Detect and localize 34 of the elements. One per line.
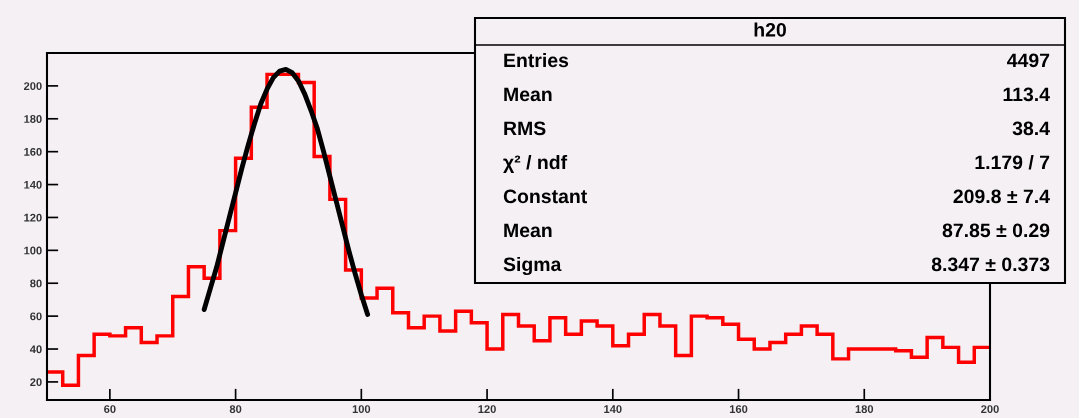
annotation: 1.179 / 7: [975, 154, 1050, 170]
y-tick-label: 60: [30, 312, 42, 321]
annotation: 87.85 ± 0.29: [942, 223, 1050, 238]
annotation: Mean: [504, 87, 552, 102]
y-tick-label: 80: [30, 279, 42, 288]
x-tick-label: 200: [981, 405, 999, 414]
y-tick-label: 140: [24, 180, 42, 189]
x-tick-label: 60: [104, 405, 116, 414]
text: 4497: [1007, 53, 1050, 68]
y-tick-label: 180: [24, 115, 42, 123]
x-tick-label: 180: [855, 405, 874, 414]
y-tick-label: 20: [30, 378, 42, 387]
annotation: RMS: [504, 121, 546, 136]
x-tick-label: 140: [604, 405, 622, 414]
x-tick-label: 120: [478, 405, 496, 414]
annotation: Mean: [504, 223, 552, 238]
line-series: [201, 67, 371, 317]
y-tick-label: 120: [24, 213, 42, 222]
chart-title: h20: [754, 22, 786, 37]
y-tick-label: 40: [29, 345, 42, 354]
y-tick-label: 200: [23, 82, 42, 91]
annotation: Constant: [503, 189, 588, 204]
annotation: 8.347 ± 0.373: [931, 257, 1050, 272]
y-tick-label: 160: [24, 147, 42, 156]
annotation: Entries: [504, 52, 569, 68]
annotation: 209.8 ± 7.4: [953, 189, 1050, 204]
text: 38.4: [1012, 121, 1050, 136]
x-tick-label: 80: [229, 405, 242, 414]
x-tick-label: 160: [729, 405, 748, 414]
x-tick-label: 100: [352, 405, 371, 414]
annotation: χ² / ndf: [503, 154, 568, 174]
text: 113.4: [1003, 87, 1050, 102]
annotation: Sigma: [503, 256, 562, 276]
y-tick-label: 100: [24, 246, 42, 255]
